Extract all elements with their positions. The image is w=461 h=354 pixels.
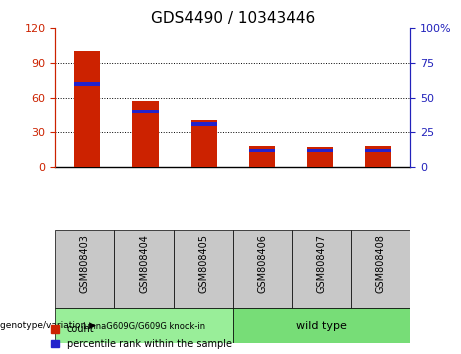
Bar bbox=[132, 101, 159, 167]
Bar bbox=[190, 120, 217, 167]
Text: genotype/variation ▶: genotype/variation ▶ bbox=[0, 321, 96, 330]
Bar bbox=[233, 308, 410, 343]
Text: GSM808404: GSM808404 bbox=[139, 234, 149, 293]
Bar bbox=[249, 146, 275, 167]
Legend: count, percentile rank within the sample: count, percentile rank within the sample bbox=[51, 324, 231, 349]
Bar bbox=[55, 230, 114, 308]
Bar bbox=[365, 146, 391, 167]
Bar bbox=[307, 149, 333, 152]
Bar bbox=[307, 147, 333, 167]
Text: GSM808405: GSM808405 bbox=[198, 234, 208, 293]
Bar bbox=[132, 110, 159, 113]
Bar bbox=[74, 82, 100, 86]
Text: GSM808406: GSM808406 bbox=[257, 234, 267, 293]
Text: GSM808403: GSM808403 bbox=[80, 234, 90, 293]
Bar bbox=[55, 308, 233, 343]
Text: wild type: wild type bbox=[296, 321, 347, 331]
Bar bbox=[249, 149, 275, 152]
Text: GSM808408: GSM808408 bbox=[376, 234, 386, 293]
Bar bbox=[74, 51, 100, 167]
Text: GSM808407: GSM808407 bbox=[317, 234, 326, 293]
Bar bbox=[351, 230, 410, 308]
Bar bbox=[114, 230, 174, 308]
Text: LmnaG609G/G609G knock-in: LmnaG609G/G609G knock-in bbox=[83, 321, 205, 330]
Bar bbox=[190, 122, 217, 126]
Title: GDS4490 / 10343446: GDS4490 / 10343446 bbox=[151, 11, 315, 26]
Bar bbox=[233, 230, 292, 308]
Bar bbox=[292, 230, 351, 308]
Bar bbox=[174, 230, 233, 308]
Bar bbox=[365, 149, 391, 152]
